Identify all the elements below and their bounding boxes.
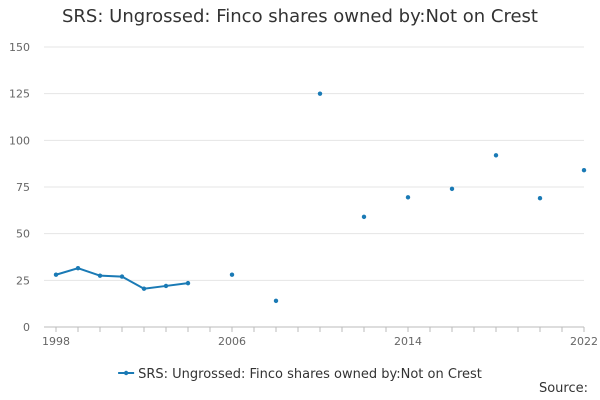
data-point [493,153,499,158]
x-tick-label: 1998 [42,335,70,348]
legend-label: SRS: Ungrossed: Finco shares owned by:No… [138,367,482,382]
y-tick-label: 0 [23,321,30,334]
x-tick-label: 2006 [218,335,246,348]
x-tick-label: 2014 [394,335,422,348]
data-point [163,283,169,289]
chart-title: SRS: Ungrossed: Finco shares owned by:No… [62,6,538,27]
data-point [273,298,279,304]
data-point [97,273,103,278]
data-point [229,272,235,277]
y-tick-label: 50 [16,228,30,241]
legend-swatch-marker [123,370,129,376]
data-point [75,266,81,271]
x-tick-label: 2022 [570,335,598,348]
y-tick-label: 125 [9,88,30,101]
data-point [537,196,543,201]
data-point [141,286,147,291]
data-point [449,186,455,192]
y-tick-label: 25 [16,274,30,287]
y-tick-label: 100 [9,134,30,147]
y-tick-label: 75 [16,181,30,194]
data-point [53,272,59,277]
data-point [361,214,367,220]
data-point [185,280,191,286]
data-point [581,168,587,173]
y-tick-label: 150 [9,41,30,54]
source-label: Source: [538,381,588,396]
data-point [119,274,125,279]
data-point [405,195,411,200]
data-point [317,91,323,96]
